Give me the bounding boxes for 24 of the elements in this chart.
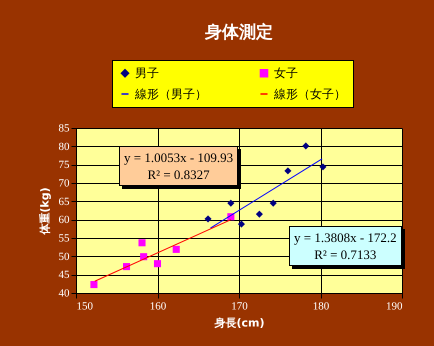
y-tick-label: 65 — [58, 196, 70, 208]
y-tick-label: 80 — [58, 140, 70, 153]
x-tick-label: 150 — [76, 300, 94, 312]
legend-label: 男子 — [135, 66, 159, 80]
y-tick-label: 40 — [58, 288, 70, 300]
annotation: y = 1.3808x - 172.2 R² = 0.7133 — [289, 226, 402, 266]
y-tick-label: 45 — [58, 269, 70, 282]
chart-title: 身体測定 — [204, 22, 273, 42]
y-tick-label: 50 — [58, 250, 70, 263]
x-tick-label: 160 — [150, 300, 167, 312]
legend-label: 女子 — [274, 66, 298, 80]
y-tick-label: 75 — [58, 159, 70, 172]
annotation: y = 1.0053x - 109.93 R² = 0.8327 — [119, 146, 238, 186]
y-tick-label: 60 — [58, 214, 70, 226]
y-tick-label: 55 — [58, 232, 70, 244]
y-tick-label: 70 — [58, 178, 70, 190]
x-tick-label: 190 — [386, 300, 403, 312]
legend-label: 線形（女子） — [273, 87, 346, 101]
y-tick-label: 85 — [58, 122, 70, 134]
x-axis-title: 身長(cm) — [213, 316, 265, 330]
x-tick-label: 170 — [231, 300, 248, 312]
y-axis-title: 体重(kg) — [38, 187, 52, 236]
x-tick-label: 180 — [312, 300, 330, 312]
legend-label: 線形（男子） — [134, 87, 207, 101]
